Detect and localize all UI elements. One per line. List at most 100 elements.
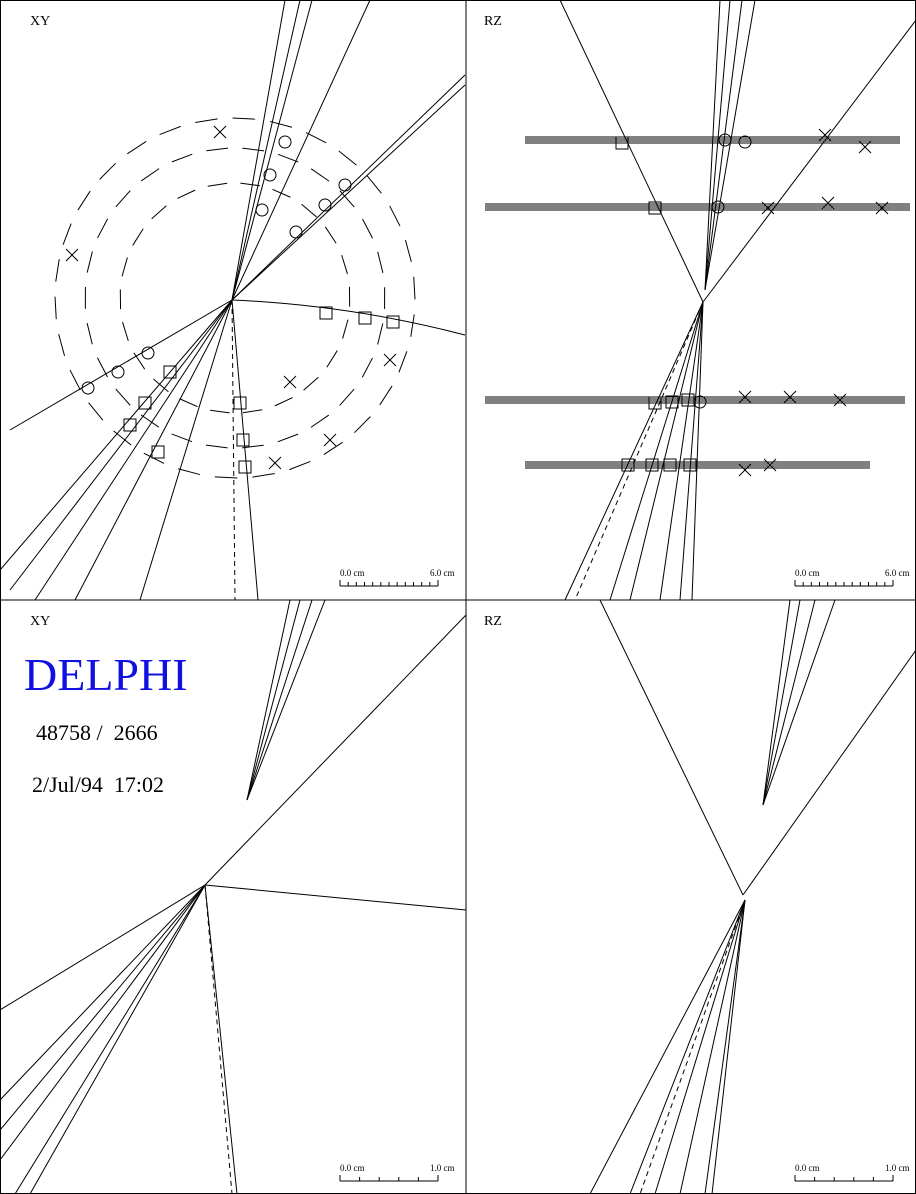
tracks-xy-bottom xyxy=(0,599,467,1194)
hit-marker xyxy=(111,365,125,379)
detector-segment xyxy=(69,369,81,391)
tracks-xy-top xyxy=(0,0,466,601)
detector-segment xyxy=(159,125,181,136)
hit-marker xyxy=(875,201,889,215)
scale-label: 6.0 cm xyxy=(885,568,910,578)
detector-segment xyxy=(252,473,275,478)
hit-marker xyxy=(711,200,725,214)
detector-segment xyxy=(113,430,132,446)
detector-segment xyxy=(326,350,338,368)
detector-segment xyxy=(54,296,57,320)
detector-segment xyxy=(127,141,147,155)
detector-segment xyxy=(115,190,131,208)
hit-marker xyxy=(763,458,777,472)
detector-segment xyxy=(342,319,349,339)
detector-segment xyxy=(58,333,66,357)
hit-marker xyxy=(858,140,872,154)
view-label: RZ xyxy=(484,614,502,629)
detector-segment xyxy=(96,357,108,378)
detector-segment xyxy=(207,182,228,187)
hit-marker xyxy=(358,311,372,325)
detector-segment xyxy=(277,153,299,163)
hit-marker xyxy=(761,201,775,215)
detector-segment xyxy=(195,118,218,123)
detector-segment xyxy=(242,147,265,152)
detector-segment xyxy=(410,314,415,337)
hit-marker xyxy=(81,381,95,395)
detector-segment xyxy=(242,444,264,449)
detector-segment xyxy=(310,414,330,428)
view-label: XY xyxy=(30,14,50,29)
detector-segment xyxy=(206,147,228,152)
hit-marker xyxy=(283,375,297,389)
detector-segment xyxy=(289,460,311,471)
scale-label: 1.0 cm xyxy=(430,1163,455,1173)
detector-segment xyxy=(379,385,393,406)
hit-marker xyxy=(213,125,227,139)
detector-segment xyxy=(274,397,293,407)
hit-marker xyxy=(783,390,797,404)
scale-label: 0.0 cm xyxy=(795,568,820,578)
detector-segment xyxy=(171,433,193,443)
detector-segment xyxy=(272,188,291,198)
tracks-rz-bottom xyxy=(589,599,916,1194)
detector-segment xyxy=(413,276,416,300)
detector-segment xyxy=(55,259,60,282)
hit-marker xyxy=(738,135,752,149)
detector-segment xyxy=(122,321,129,342)
detector-segment xyxy=(151,205,167,220)
detector-segment xyxy=(242,409,263,414)
detector-segment xyxy=(177,189,196,199)
detector-segment xyxy=(338,150,357,166)
hit-marker xyxy=(621,458,635,472)
hit-marker xyxy=(718,133,732,147)
detector-segment xyxy=(232,117,256,120)
detector-segment xyxy=(153,378,169,393)
scale-label: 0.0 cm xyxy=(340,568,365,578)
hit-marker xyxy=(648,201,662,215)
detector-segment xyxy=(389,205,401,227)
detector-segment xyxy=(324,226,337,244)
hit-marker xyxy=(236,433,250,447)
detector-segment xyxy=(62,223,72,245)
detector-segment xyxy=(86,322,93,345)
hit-marker xyxy=(319,306,333,320)
hit-marker xyxy=(386,315,400,329)
hit-marker xyxy=(738,463,752,477)
detector-segment xyxy=(323,441,343,455)
detector-segment xyxy=(269,120,293,128)
hit-marker xyxy=(278,135,292,149)
hit-marker xyxy=(141,346,155,360)
run-event: 48758 / 2666 xyxy=(36,720,158,745)
detector-segment xyxy=(339,388,355,406)
hit-marker xyxy=(681,393,695,407)
detector-segment xyxy=(205,444,228,449)
view-label: RZ xyxy=(484,14,502,29)
hit-marker xyxy=(263,168,277,182)
detector-segment xyxy=(210,409,230,414)
hit-marker xyxy=(233,396,247,410)
scale-label: 1.0 cm xyxy=(885,1163,910,1173)
hit-marker xyxy=(818,128,832,142)
detector-segment xyxy=(398,351,408,373)
detector-segment xyxy=(240,182,260,187)
detector-segment xyxy=(97,218,109,239)
hit-marker xyxy=(138,396,152,410)
detector-segment xyxy=(341,254,348,275)
hit-marker xyxy=(151,445,165,459)
hit-marker xyxy=(645,458,659,472)
detector-segment xyxy=(277,433,299,443)
detector-segment xyxy=(366,175,382,194)
hit-marker xyxy=(338,178,352,192)
view-label: XY xyxy=(30,614,50,629)
scale-label: 0.0 cm xyxy=(795,1163,820,1173)
detector-segment xyxy=(362,218,374,239)
hit-marker xyxy=(821,196,835,210)
hit-marker xyxy=(65,248,79,262)
detector-segment xyxy=(305,132,327,144)
hit-marker xyxy=(289,225,303,239)
detector-segment xyxy=(303,376,319,391)
detector-segment xyxy=(361,357,373,378)
